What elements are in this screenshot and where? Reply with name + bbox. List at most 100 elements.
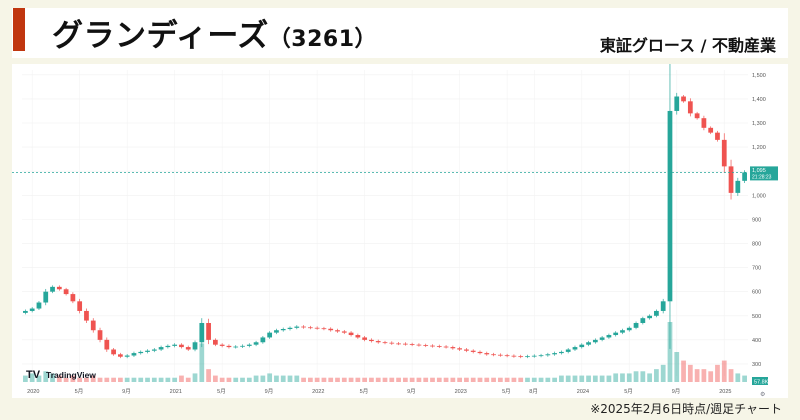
x-tick-label: 2025 <box>719 389 731 395</box>
candle-body <box>50 286 55 292</box>
volume-bar <box>50 373 55 382</box>
candle-body <box>565 349 571 352</box>
volume-bar <box>633 371 639 382</box>
volume-bar <box>443 377 449 382</box>
volume-bar <box>654 369 659 382</box>
last-price-tag <box>750 166 778 181</box>
volume-bar <box>341 377 347 382</box>
volume-bar <box>118 377 123 382</box>
settings-gear-icon[interactable]: ⚙ <box>760 391 765 398</box>
volume-bar <box>145 377 150 382</box>
x-tick-label: 2020 <box>27 389 39 395</box>
candle-body <box>464 349 469 351</box>
volume-bar <box>464 377 469 382</box>
volume-bar <box>470 377 476 382</box>
volume-bar <box>131 377 137 382</box>
volume-bar <box>192 373 198 382</box>
candle-body <box>511 355 517 357</box>
volume-bar <box>138 377 144 382</box>
stock-code: （3261） <box>268 27 378 52</box>
volume-bar <box>491 377 496 382</box>
candle-body <box>423 345 429 346</box>
market-sector: 東証グロース / 不動産業 <box>599 36 776 55</box>
candle-body <box>131 353 137 356</box>
candle-body <box>321 328 327 330</box>
tradingview-watermark: TradingView <box>46 370 96 380</box>
x-tick-label: 5月 <box>502 388 511 395</box>
candle-body <box>199 322 205 343</box>
volume-bar <box>525 377 530 382</box>
y-tick-label: 800 <box>752 241 761 247</box>
x-tick-label: 5月 <box>360 388 369 395</box>
volume-bar <box>538 377 544 382</box>
candle-body <box>708 127 714 133</box>
volume-bar <box>416 377 422 382</box>
last-price-countdown: 21:28:23 <box>752 174 772 180</box>
x-tick-label: 8月 <box>529 388 538 395</box>
volume-bar <box>29 373 35 382</box>
candle-body <box>274 330 279 333</box>
volume-bar <box>728 369 734 382</box>
y-tick-label: 600 <box>752 290 761 296</box>
candle-body <box>667 110 673 302</box>
y-tick-label: 700 <box>752 266 761 272</box>
candle-body <box>538 355 544 357</box>
candle-body <box>335 330 340 332</box>
y-tick-label: 1,400 <box>752 97 766 103</box>
volume-bar <box>423 377 429 382</box>
candle-body <box>559 351 564 354</box>
candle-body <box>484 353 490 355</box>
volume-bar <box>226 377 232 382</box>
y-tick-label: 400 <box>752 338 761 344</box>
candle-body <box>721 139 727 167</box>
candle-body <box>165 345 171 348</box>
y-tick-label: 1,300 <box>752 121 766 127</box>
volume-bar <box>382 377 388 382</box>
volume-bar <box>606 375 612 382</box>
candle-body <box>409 344 415 345</box>
candle-body <box>328 328 334 331</box>
y-tick-label: 1,000 <box>752 193 766 199</box>
volume-bar <box>36 375 42 382</box>
candle-body <box>402 343 408 345</box>
volume-bar <box>151 377 157 382</box>
volume-bar <box>430 377 435 382</box>
candle-body <box>674 96 680 111</box>
volume-bar <box>613 373 619 382</box>
candle-body <box>701 118 707 128</box>
volume-bar <box>565 375 571 382</box>
volume-bar <box>90 375 96 382</box>
volume-bar <box>389 377 395 382</box>
volume-bar <box>348 377 354 382</box>
volume-bar <box>362 377 368 382</box>
volume-bar <box>321 377 327 382</box>
candle-body <box>599 337 605 340</box>
candle-body <box>348 332 354 336</box>
candle-body <box>185 347 191 350</box>
x-tick-label: 5月 <box>75 388 84 395</box>
candle-body <box>518 356 524 358</box>
candle-body <box>382 342 388 344</box>
volume-bar <box>504 377 510 382</box>
candle-body <box>491 354 496 356</box>
candle-body <box>212 339 218 345</box>
candle-body <box>104 339 110 350</box>
candle-body <box>145 350 150 352</box>
candle-body <box>124 355 130 357</box>
volume-bar <box>586 375 591 382</box>
volume-bar <box>681 360 686 382</box>
volume-bar <box>497 377 503 382</box>
volume-bar <box>531 377 537 382</box>
volume-bar <box>457 377 463 382</box>
x-tick-label: 5月 <box>624 388 633 395</box>
candle-body <box>416 344 422 346</box>
candle-body <box>280 329 286 331</box>
last-price-value: 1,095 <box>752 168 766 174</box>
candle-body <box>681 96 686 102</box>
volume-bar <box>436 377 442 382</box>
candle-body <box>287 327 293 330</box>
candle-body <box>179 344 184 348</box>
volume-bar <box>212 375 218 382</box>
candle-body <box>151 349 157 351</box>
volume-bar <box>23 375 28 382</box>
